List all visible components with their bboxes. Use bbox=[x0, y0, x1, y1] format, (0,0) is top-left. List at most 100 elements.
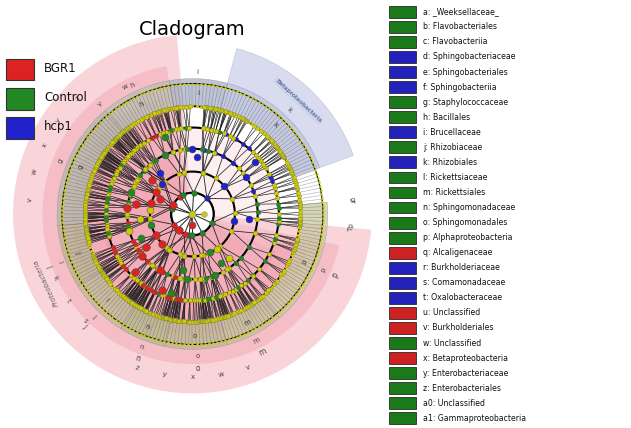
Bar bbox=[389, 172, 416, 183]
Text: j: Rhizobiaceae: j: Rhizobiaceae bbox=[423, 143, 483, 152]
Text: a1: Gammaproteobacteria: a1: Gammaproteobacteria bbox=[423, 414, 526, 423]
Text: k: k bbox=[286, 107, 293, 114]
Text: h: h bbox=[138, 100, 144, 107]
Bar bbox=[389, 413, 416, 424]
Wedge shape bbox=[72, 98, 307, 335]
Bar bbox=[389, 111, 416, 123]
Wedge shape bbox=[220, 297, 280, 345]
Bar bbox=[389, 217, 416, 229]
Text: n: n bbox=[133, 354, 141, 364]
Text: v: Burkholderiales: v: Burkholderiales bbox=[423, 324, 493, 333]
Text: Proteobacteria: Proteobacteria bbox=[33, 258, 60, 307]
Text: z: Enterobacteriales: z: Enterobacteriales bbox=[423, 384, 501, 393]
Text: j: j bbox=[74, 250, 80, 253]
Text: o: o bbox=[196, 364, 200, 373]
Text: n: n bbox=[138, 343, 144, 350]
Wedge shape bbox=[42, 66, 339, 364]
Wedge shape bbox=[220, 83, 320, 177]
Text: m: m bbox=[243, 318, 252, 327]
Text: z: z bbox=[134, 364, 139, 371]
Bar bbox=[389, 6, 416, 18]
Bar bbox=[389, 141, 416, 153]
Wedge shape bbox=[105, 81, 174, 131]
Text: j: j bbox=[91, 313, 97, 319]
Text: p: p bbox=[319, 266, 327, 273]
Wedge shape bbox=[78, 271, 136, 329]
Text: n: Sphingomonadaceae: n: Sphingomonadaceae bbox=[423, 203, 516, 212]
Text: v: v bbox=[27, 197, 33, 202]
Bar bbox=[389, 51, 416, 63]
Text: v: v bbox=[97, 101, 103, 108]
Text: Betaproteobacteria: Betaproteobacteria bbox=[274, 78, 322, 123]
Bar bbox=[389, 36, 416, 48]
Text: a: _Weeksellaceae_: a: _Weeksellaceae_ bbox=[423, 7, 499, 16]
Wedge shape bbox=[101, 127, 276, 305]
Wedge shape bbox=[169, 79, 228, 110]
Text: Cladogram: Cladogram bbox=[139, 20, 245, 39]
Text: p: Alphaproteobacteria: p: Alphaproteobacteria bbox=[423, 233, 513, 242]
Wedge shape bbox=[131, 156, 246, 276]
Text: l: l bbox=[56, 261, 62, 265]
Text: g: Staphylococcaceae: g: Staphylococcaceae bbox=[423, 98, 509, 107]
Text: f: Sphingobacteriia: f: Sphingobacteriia bbox=[423, 83, 497, 92]
Text: x: x bbox=[41, 142, 48, 148]
Text: s: Comamonadaceae: s: Comamonadaceae bbox=[423, 278, 505, 287]
Bar bbox=[389, 277, 416, 289]
Text: n: n bbox=[144, 323, 150, 330]
Text: l: Rickettsiaceae: l: Rickettsiaceae bbox=[423, 173, 488, 182]
Text: o: Sphingomonadales: o: Sphingomonadales bbox=[423, 218, 507, 227]
Text: m: m bbox=[252, 336, 261, 345]
Text: y: Enterobacteriaceae: y: Enterobacteriaceae bbox=[423, 369, 509, 377]
Bar bbox=[389, 337, 416, 349]
Bar bbox=[389, 292, 416, 304]
Text: BGR1: BGR1 bbox=[44, 62, 77, 75]
Text: l: l bbox=[42, 265, 52, 270]
Text: Tp: Tp bbox=[348, 223, 355, 232]
Text: h: Bacillales: h: Bacillales bbox=[423, 113, 470, 122]
Text: m: m bbox=[257, 346, 268, 358]
Bar bbox=[389, 367, 416, 379]
Wedge shape bbox=[262, 202, 328, 318]
Bar bbox=[389, 397, 416, 409]
Text: w: Unclassified: w: Unclassified bbox=[423, 339, 481, 348]
Text: j: j bbox=[81, 321, 89, 330]
Bar bbox=[389, 247, 416, 259]
Text: a0: Unclassified: a0: Unclassified bbox=[423, 399, 485, 408]
Text: w: w bbox=[121, 83, 129, 91]
Bar bbox=[389, 157, 416, 168]
Bar bbox=[389, 187, 416, 199]
Text: x: x bbox=[191, 374, 194, 380]
Text: h: h bbox=[129, 82, 136, 89]
Text: r: Burkholderiaceae: r: Burkholderiaceae bbox=[423, 263, 500, 272]
Circle shape bbox=[171, 193, 214, 235]
Text: l: l bbox=[103, 297, 109, 303]
Text: c: Flavobacteriia: c: Flavobacteriia bbox=[423, 37, 488, 46]
Text: d: Sphingobacteriaceae: d: Sphingobacteriaceae bbox=[423, 53, 516, 62]
Text: v: v bbox=[245, 364, 251, 371]
Wedge shape bbox=[164, 318, 228, 349]
Bar bbox=[389, 352, 416, 364]
Text: t: Oxalobacteraceae: t: Oxalobacteraceae bbox=[423, 293, 502, 302]
Text: u: Unclassified: u: Unclassified bbox=[423, 309, 480, 318]
Text: k: Rhizobiales: k: Rhizobiales bbox=[423, 158, 477, 167]
Text: s: s bbox=[82, 318, 88, 325]
Text: k: k bbox=[51, 275, 59, 281]
Text: hcp1: hcp1 bbox=[44, 120, 73, 133]
Wedge shape bbox=[57, 110, 123, 226]
Text: z: z bbox=[74, 95, 81, 102]
Text: k: k bbox=[272, 122, 279, 129]
Text: y: y bbox=[162, 372, 167, 378]
Bar bbox=[389, 202, 416, 214]
Text: y: y bbox=[56, 117, 62, 124]
Bar bbox=[389, 262, 416, 273]
Bar bbox=[389, 307, 416, 319]
Bar bbox=[6, 117, 34, 139]
Bar bbox=[6, 88, 34, 110]
Bar bbox=[6, 59, 34, 80]
Text: o: o bbox=[192, 333, 197, 339]
Text: e: Sphingobacteriales: e: Sphingobacteriales bbox=[423, 68, 508, 77]
Text: i: i bbox=[198, 89, 200, 96]
Text: p: p bbox=[301, 258, 308, 265]
Text: t: t bbox=[65, 298, 71, 304]
Bar bbox=[389, 66, 416, 78]
